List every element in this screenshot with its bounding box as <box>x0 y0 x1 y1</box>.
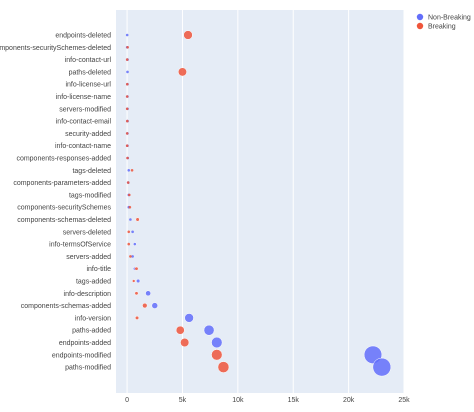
point-breaking[interactable] <box>126 181 130 184</box>
point-breaking[interactable] <box>125 107 129 111</box>
y-tick-label: info-termsOfService <box>49 242 111 249</box>
y-tick-label: info-license-url <box>65 82 111 89</box>
point-breaking[interactable] <box>125 95 129 98</box>
point-breaking[interactable] <box>178 67 187 77</box>
point-breaking[interactable] <box>135 315 140 320</box>
legend-label-1[interactable]: Breaking <box>428 24 456 31</box>
y-tick-label: info-license-name <box>56 94 111 101</box>
point-breaking[interactable] <box>125 82 129 86</box>
point-breaking[interactable] <box>134 266 139 271</box>
y-tick-label: paths-deleted <box>69 69 112 76</box>
x-tick-label: 0 <box>125 397 129 404</box>
point-non-breaking[interactable] <box>133 242 137 246</box>
point-breaking[interactable] <box>134 291 139 296</box>
plot-area <box>116 10 404 393</box>
point-non-breaking[interactable] <box>131 230 134 234</box>
point-breaking[interactable] <box>125 132 129 135</box>
point-breaking[interactable] <box>129 255 132 258</box>
x-tick-label: 5k <box>179 397 187 404</box>
y-tick-label: endpoints-modified <box>52 352 111 359</box>
y-tick-label: tags-modified <box>69 192 111 199</box>
y-tick-label: components-schemas-added <box>21 303 111 310</box>
point-non-breaking[interactable] <box>129 218 132 221</box>
y-tick-label: components-securitySchemes <box>17 205 111 212</box>
y-tick-label: paths-added <box>72 328 111 335</box>
x-tick-label: 25k <box>398 397 410 404</box>
x-axis-labels: 0 5k 10k 15k 20k 25k <box>125 397 410 404</box>
legend-marker-0 <box>416 13 424 21</box>
point-non-breaking[interactable] <box>145 290 151 297</box>
point-breaking[interactable] <box>126 156 129 160</box>
point-non-breaking[interactable] <box>131 255 134 258</box>
point-breaking[interactable] <box>127 193 131 197</box>
y-tick-label: components-parameters-added <box>13 180 111 187</box>
x-tick-label: 10k <box>232 397 244 404</box>
point-non-breaking[interactable] <box>184 313 194 323</box>
point-breaking[interactable] <box>130 169 134 172</box>
point-breaking[interactable] <box>175 325 185 335</box>
point-breaking[interactable] <box>183 30 193 40</box>
y-tick-label: components-schemas-deleted <box>17 217 111 224</box>
point-breaking[interactable] <box>142 302 148 309</box>
y-tick-label: info-contact-email <box>56 119 112 126</box>
point-breaking[interactable] <box>128 205 132 209</box>
y-tick-label: endpoints-deleted <box>55 33 111 40</box>
y-tick-label: servers-deleted <box>63 229 111 236</box>
point-non-breaking[interactable] <box>151 302 158 309</box>
x-tick-label: 15k <box>288 397 300 404</box>
point-non-breaking[interactable] <box>372 357 392 377</box>
y-tick-label: tags-deleted <box>72 168 111 175</box>
y-tick-label: paths-modified <box>65 365 111 372</box>
point-non-breaking[interactable] <box>126 70 129 74</box>
point-non-breaking[interactable] <box>127 169 131 172</box>
point-breaking[interactable] <box>180 337 190 348</box>
x-tick-label: 20k <box>343 397 355 404</box>
y-tick-label: security-added <box>65 131 111 138</box>
point-breaking[interactable] <box>217 361 230 373</box>
y-tick-label: tags-added <box>76 279 111 286</box>
point-breaking[interactable] <box>132 279 136 283</box>
legend[interactable]: Non-Breaking Breaking <box>416 13 471 31</box>
point-non-breaking[interactable] <box>203 324 215 336</box>
point-non-breaking[interactable] <box>125 33 129 37</box>
point-non-breaking[interactable] <box>211 336 223 349</box>
y-tick-label: components-securitySchemes-deleted <box>0 45 111 52</box>
point-breaking[interactable] <box>125 58 129 61</box>
point-breaking[interactable] <box>127 242 131 246</box>
y-tick-label: info-version <box>75 315 111 322</box>
y-tick-label: info-contact-name <box>55 143 111 150</box>
y-tick-label: info-contact-url <box>65 57 112 64</box>
point-breaking[interactable] <box>126 46 129 49</box>
point-breaking[interactable] <box>135 217 140 222</box>
y-axis-labels: endpoints-deleted components-securitySche… <box>0 33 111 372</box>
point-breaking[interactable] <box>125 144 129 147</box>
y-tick-label: endpoints-added <box>59 340 111 347</box>
point-non-breaking[interactable] <box>136 278 141 284</box>
y-tick-label: info-title <box>86 266 111 273</box>
y-tick-label: info-description <box>64 291 112 298</box>
point-breaking[interactable] <box>125 119 129 123</box>
legend-marker-1 <box>416 22 424 30</box>
y-tick-label: servers-modified <box>59 106 111 113</box>
point-breaking[interactable] <box>127 230 131 234</box>
y-tick-label: components-responses-added <box>16 156 111 163</box>
data-points <box>125 30 392 377</box>
legend-label-0[interactable]: Non-Breaking <box>428 15 471 22</box>
point-breaking[interactable] <box>211 349 223 361</box>
y-tick-label: servers-added <box>66 254 111 261</box>
